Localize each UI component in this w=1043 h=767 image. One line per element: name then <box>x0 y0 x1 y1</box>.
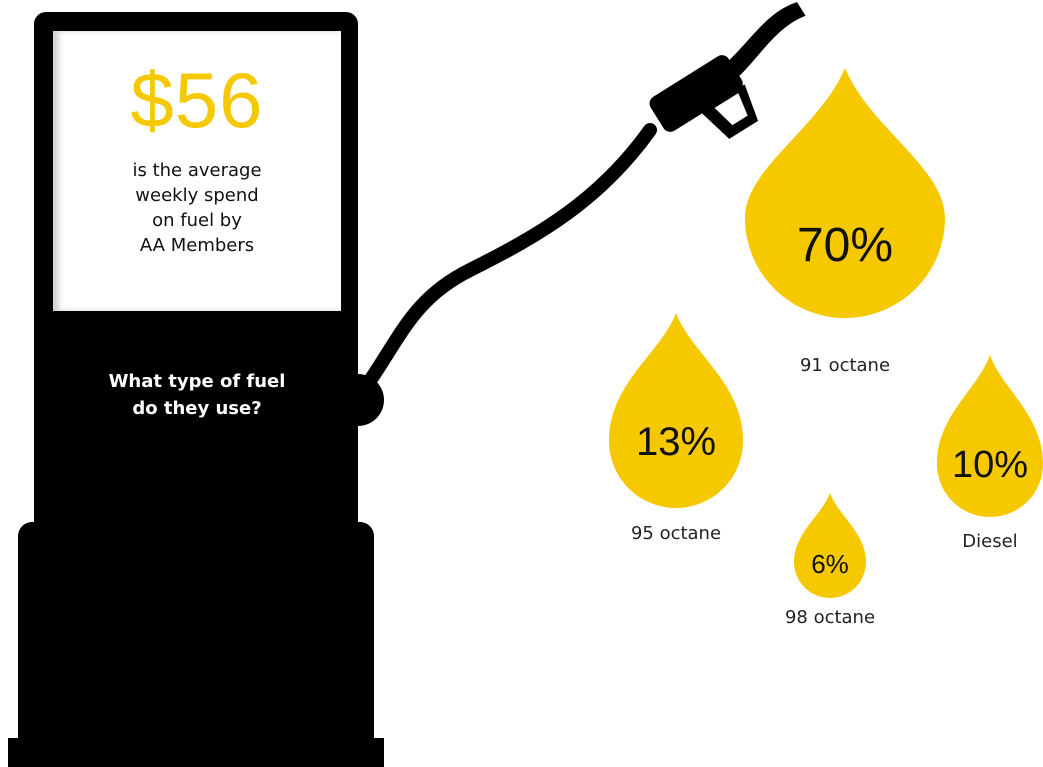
fuel-drop-95-octane: 13% <box>609 313 743 508</box>
fuel-share-value: 6% <box>794 549 866 579</box>
fuel-type-label: 95 octane <box>594 522 758 546</box>
fuel-drop-icon <box>745 68 945 318</box>
fuel-drop-91-octane: 70% <box>745 68 945 318</box>
fuel-drop-icon <box>937 355 1043 517</box>
fuel-type-label: Diesel <box>940 530 1040 554</box>
fuel-type-label: 91 octane <box>745 354 945 378</box>
fuel-type-label: 98 octane <box>755 606 905 630</box>
fuel-share-value: 13% <box>609 419 743 465</box>
fuel-drop-icon <box>609 313 743 508</box>
fuel-drop-diesel: 10% <box>937 355 1043 517</box>
fuel-drop-icon <box>794 493 866 598</box>
fuel-share-value: 70% <box>745 218 945 274</box>
fuel-share-value: 10% <box>937 443 1043 487</box>
fuel-drop-98-octane: 6% <box>794 493 866 598</box>
